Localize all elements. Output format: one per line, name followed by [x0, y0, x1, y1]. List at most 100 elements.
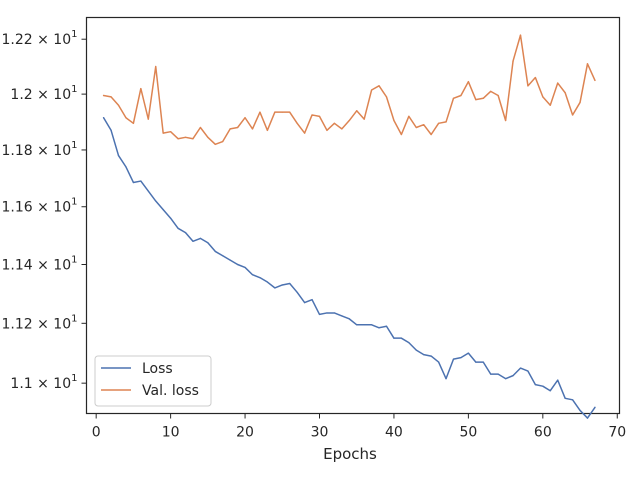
x-tick-label: 40: [385, 425, 403, 441]
x-tick-label: 70: [608, 425, 626, 441]
data-point-val-loss: [460, 94, 462, 97]
data-point-loss: [214, 250, 216, 253]
data-point-val-loss: [564, 92, 566, 94]
y-tick-label: 1.1 × 101: [10, 373, 77, 392]
data-point-loss: [430, 355, 432, 357]
data-point-val-loss: [519, 34, 522, 36]
data-point-val-loss: [534, 76, 536, 79]
data-point-val-loss: [572, 114, 574, 116]
data-point-loss: [445, 378, 447, 380]
data-point-loss: [199, 237, 201, 239]
x-axis: 0 10 20 30 40 50 60 70: [92, 413, 626, 441]
data-point-val-loss: [452, 97, 455, 99]
data-point-loss: [348, 318, 350, 320]
data-point-val-loss: [184, 136, 187, 138]
data-point-val-loss: [289, 111, 291, 113]
data-point-val-loss: [482, 97, 484, 99]
x-tick-label: 10: [162, 425, 180, 441]
data-point-val-loss: [594, 79, 596, 81]
y-tick-label: 1.14 × 101: [2, 255, 78, 274]
data-point-val-loss: [445, 121, 447, 123]
plot-area: [85, 16, 621, 415]
data-point-val-loss: [125, 117, 127, 119]
data-point-loss: [110, 129, 112, 131]
data-point-loss: [363, 324, 365, 326]
data-point-loss: [132, 181, 134, 184]
data-point-val-loss: [557, 82, 559, 84]
data-point-val-loss: [162, 132, 164, 134]
data-point-val-loss: [222, 140, 224, 143]
data-point-loss: [400, 337, 402, 339]
data-point-val-loss: [177, 138, 179, 140]
data-point-val-loss: [147, 118, 149, 120]
data-point-val-loss: [341, 128, 343, 130]
data-point-val-loss: [497, 94, 499, 97]
data-point-val-loss: [110, 96, 112, 98]
data-point-loss: [326, 312, 328, 314]
data-point-val-loss: [363, 118, 365, 120]
data-point-val-loss: [356, 110, 358, 112]
data-point-loss: [162, 209, 164, 211]
data-point-loss: [266, 281, 268, 283]
data-point-loss: [244, 266, 246, 269]
data-point-val-loss: [117, 104, 120, 106]
data-point-val-loss: [170, 131, 172, 133]
data-point-val-loss: [207, 136, 209, 138]
data-point-val-loss: [266, 129, 268, 131]
data-point-loss: [147, 190, 149, 192]
data-point-val-loss: [579, 101, 581, 104]
data-point-val-loss: [586, 63, 589, 65]
data-point-loss: [170, 217, 172, 219]
data-point-loss: [304, 302, 306, 304]
data-point-loss: [505, 378, 507, 380]
data-point-val-loss: [281, 111, 283, 113]
data-point-val-loss: [229, 128, 231, 130]
data-point-val-loss: [378, 85, 380, 87]
data-point-loss: [259, 277, 261, 279]
y-tick-label: 1.18 × 101: [2, 140, 78, 159]
data-point-loss: [385, 325, 388, 327]
data-point-val-loss: [408, 115, 410, 117]
data-point-val-loss: [318, 115, 321, 117]
legend-label-val-loss: Val. loss: [142, 383, 199, 399]
data-point-loss: [452, 358, 455, 360]
data-point-loss: [378, 327, 380, 329]
data-point-loss: [192, 240, 194, 242]
data-point-loss: [251, 274, 254, 276]
data-point-loss: [155, 200, 157, 202]
data-point-loss: [534, 384, 536, 386]
data-point-loss: [557, 379, 559, 381]
data-point-loss: [475, 361, 477, 363]
data-point-val-loss: [326, 129, 328, 131]
data-point-loss: [393, 337, 395, 339]
y-axis: 1.1 × 101 1.12 × 101 1.14 × 101 1.16 × 101 1…: [2, 29, 87, 392]
data-point-loss: [519, 367, 522, 369]
data-point-val-loss: [549, 104, 551, 106]
data-point-loss: [371, 324, 373, 326]
data-point-val-loss: [333, 122, 335, 124]
x-tick-label: 60: [534, 425, 552, 441]
data-point-loss: [222, 255, 224, 257]
x-axis-title: Epochs: [323, 445, 377, 463]
data-point-loss: [594, 406, 596, 409]
data-point-loss: [117, 154, 120, 157]
x-tick-label: 0: [92, 425, 101, 441]
x-tick-label: 30: [311, 425, 329, 441]
data-point-loss: [311, 299, 313, 301]
data-point-val-loss: [490, 90, 492, 92]
data-point-val-loss: [385, 96, 388, 98]
data-point-loss: [103, 117, 105, 119]
data-point-val-loss: [192, 138, 194, 140]
data-point-loss: [281, 284, 283, 286]
legend: Loss Val. loss: [94, 355, 212, 407]
data-point-val-loss: [393, 119, 395, 122]
data-point-val-loss: [155, 65, 157, 68]
data-point-val-loss: [103, 94, 105, 97]
data-point-val-loss: [527, 85, 529, 87]
data-point-loss: [177, 227, 179, 229]
data-point-loss: [318, 313, 321, 316]
data-point-val-loss: [311, 114, 313, 116]
data-point-val-loss: [244, 117, 246, 119]
data-point-loss: [564, 397, 566, 399]
